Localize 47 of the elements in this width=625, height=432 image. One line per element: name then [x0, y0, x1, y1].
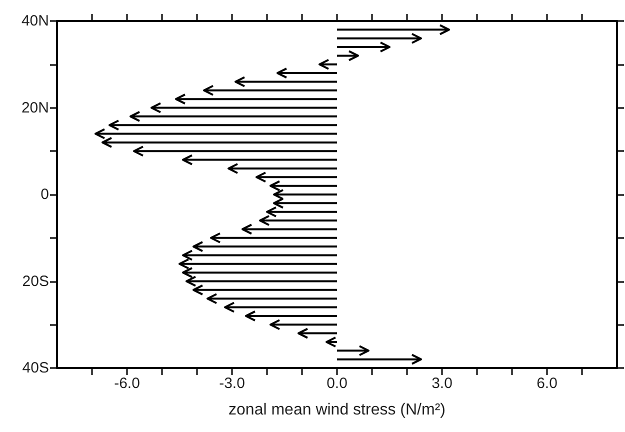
bar — [183, 158, 337, 161]
bar — [270, 324, 337, 326]
bar — [208, 298, 337, 300]
x-tick-label: -3.0 — [219, 375, 245, 392]
bar — [186, 280, 337, 282]
y-tick-label: 20N — [21, 99, 49, 116]
x-tick-label: -6.0 — [114, 375, 140, 392]
bar — [337, 28, 449, 31]
bar — [256, 176, 337, 178]
bar — [134, 150, 337, 152]
bar — [337, 46, 390, 48]
bar — [278, 72, 337, 74]
bar — [211, 236, 337, 239]
x-tick-label: 3.0 — [432, 375, 452, 392]
bar — [274, 202, 337, 204]
bar — [228, 167, 337, 170]
x-tick-label: 6.0 — [536, 375, 558, 392]
bar — [204, 89, 337, 92]
bar — [180, 262, 337, 265]
bar — [102, 141, 337, 144]
bar — [194, 288, 337, 291]
bar — [183, 272, 337, 274]
bar — [176, 98, 337, 100]
bar — [96, 132, 337, 135]
y-tick-label: 0 — [40, 186, 49, 203]
bar — [242, 228, 337, 230]
bar — [246, 314, 337, 317]
x-tick-label: 0.0 — [326, 375, 348, 392]
bar — [110, 124, 337, 126]
bar — [337, 37, 421, 40]
y-tick-label: 40S — [22, 360, 49, 376]
x-axis-title: zonal mean wind stress (N/m²) — [228, 402, 446, 418]
bar — [130, 115, 337, 118]
bar — [236, 80, 337, 83]
bar — [260, 220, 337, 222]
bar — [337, 358, 421, 360]
bar — [267, 210, 337, 213]
bar — [337, 350, 368, 352]
bar — [274, 194, 337, 196]
bar — [298, 332, 337, 334]
bar — [270, 184, 337, 187]
bar — [225, 306, 337, 308]
bar — [183, 254, 337, 256]
y-tick-label: 40N — [21, 12, 49, 30]
bar — [194, 246, 337, 248]
bar — [152, 106, 337, 109]
y-tick-label: 20S — [22, 272, 49, 290]
